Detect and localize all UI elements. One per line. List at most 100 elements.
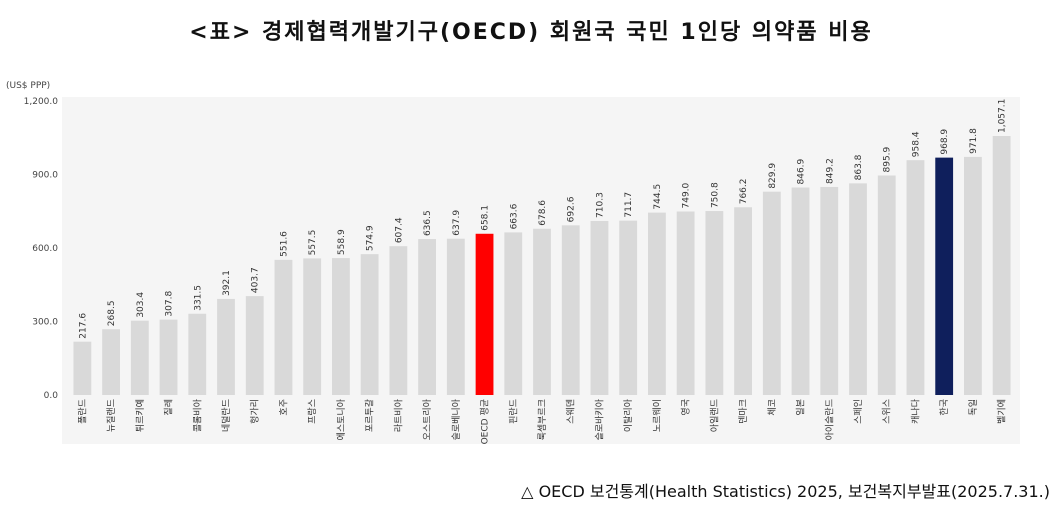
data-label: 968.9 [940,129,950,155]
bar [877,175,896,395]
bar [360,254,379,395]
bar [935,157,954,395]
data-label: 558.9 [337,229,347,255]
x-tick-label: 아일랜드 [709,399,720,432]
bar [217,298,235,395]
source-note: △ OECD 보건통계(Health Statistics) 2025, 보건복… [521,482,1050,501]
data-label: 557.5 [308,230,318,256]
bar [475,233,494,395]
data-label: 750.8 [710,182,720,208]
bar [332,258,350,395]
bar [73,341,92,395]
data-label: 331.5 [193,285,203,311]
bar [504,232,523,395]
bar [245,296,264,395]
data-label: 663.6 [509,203,519,229]
x-tick-label: 네덜란드 [220,399,232,432]
x-tick-label: 라트비아 [393,398,404,432]
data-label: 637.9 [452,210,462,236]
data-label: 710.3 [595,192,605,218]
data-label: 392.1 [222,270,232,296]
y-tick-label: 600.0 [32,244,58,254]
bar [590,220,609,395]
chart-svg: (US$ PPP) 0.0 300.0 600.0 900.0 1,200.0 217.6 폴… [6,81,1020,444]
x-tick-label: 이탈리아 [623,398,634,432]
bar [849,183,867,395]
bar [762,191,781,395]
data-label: 307.8 [165,291,175,317]
bar [705,211,724,395]
y-tick-label: 1,200.0 [24,97,59,107]
x-tick-label: 뉴질랜드 [105,399,117,432]
data-label: 1,057.1 [998,99,1008,133]
data-label: 971.8 [969,128,979,154]
x-tick-label: OECD 평균 [480,399,491,444]
x-tick-label: 에스토니아 [336,398,347,440]
bar [102,329,120,395]
y-axis-unit-label: (US$ PPP) [6,81,50,91]
bar [734,207,752,395]
x-tick-label: 한국 [939,399,950,416]
bar [906,160,925,395]
bar [446,238,465,395]
x-tick-label: 헝가리 [250,399,261,424]
data-label: 849.2 [825,158,835,184]
data-label: 692.6 [567,196,577,222]
x-tick-label: 프랑스 [306,399,318,424]
bar [533,228,551,395]
data-label: 607.4 [394,217,404,243]
x-tick-label: 핀란드 [507,399,519,424]
y-tick-label: 900.0 [32,171,58,181]
data-label: 217.6 [78,313,88,339]
data-label: 574.9 [366,225,376,251]
x-tick-label: 콜롬비아 [192,398,203,432]
bar [791,187,810,395]
bar-chart: (US$ PPP) 0.0 300.0 600.0 900.0 1,200.0 217.6 폴… [0,72,1062,452]
bar [303,258,322,395]
data-label: 863.8 [854,154,864,180]
y-tick-label: 0.0 [44,391,59,401]
bar [964,156,982,395]
data-label: 551.6 [279,231,289,257]
x-tick-label: 스위스 [882,399,893,424]
bar [992,136,1011,395]
x-tick-label: 스페인 [853,399,864,424]
x-tick-label: 오스트리아 [422,398,433,440]
x-tick-label: 영국 [681,399,692,416]
data-label: 749.0 [682,182,692,208]
data-label: 766.2 [739,179,749,205]
data-label: 403.7 [251,267,261,293]
data-label: 678.6 [538,200,548,226]
bar [648,212,666,395]
x-tick-label: 일본 [796,399,807,416]
data-label: 744.5 [653,184,663,210]
bar [274,259,293,395]
bar [188,313,207,395]
bar [159,319,178,395]
x-tick-label: 칠레 [164,399,175,416]
x-tick-label: 룩셈부르크 [537,399,548,440]
x-tick-label: 체코 [767,399,778,416]
bar [418,239,436,395]
x-tick-label: 덴마크 [738,399,749,424]
data-label: 658.1 [481,205,491,231]
x-tick-label: 노르웨이 [651,399,663,432]
x-tick-label: 아이슬란드 [823,399,835,440]
bar [389,246,408,395]
x-tick-label: 호주 [278,399,289,416]
x-tick-label: 벨기에 [997,399,1008,424]
x-tick-label: 폴란드 [76,399,88,424]
data-label: 846.9 [797,158,807,184]
data-label: 711.7 [624,192,634,218]
bar [820,186,839,395]
y-tick-label: 300.0 [32,318,58,328]
x-tick-label: 포르투갈 [365,399,376,432]
x-tick-label: 독일 [968,399,979,416]
data-label: 829.9 [768,163,778,189]
x-tick-label: 스웨덴 [565,399,577,424]
x-tick-label: 슬로베니아 [451,398,462,440]
data-label: 636.5 [423,210,433,236]
bar [676,211,695,395]
chart-title: <표> 경제협력개발기구(OECD) 회원국 국민 1인당 의약품 비용 [189,20,873,45]
x-tick-label: 튀르키예 [134,399,146,432]
